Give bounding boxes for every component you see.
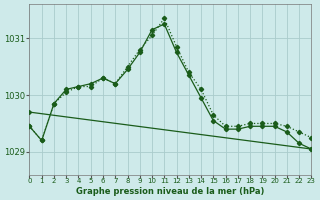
X-axis label: Graphe pression niveau de la mer (hPa): Graphe pression niveau de la mer (hPa) [76, 187, 265, 196]
